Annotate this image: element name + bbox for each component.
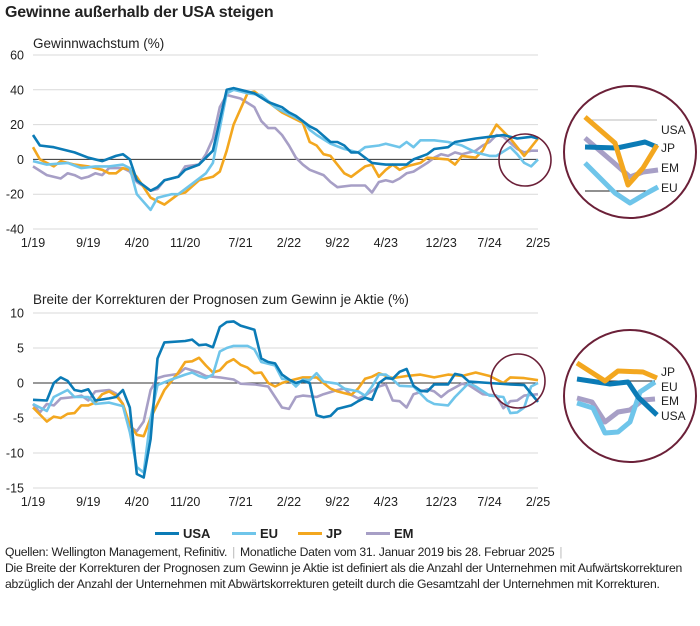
x-tick-label: 2/25 — [526, 495, 550, 509]
legend-swatch-usa — [155, 532, 179, 535]
y-tick-label: -20 — [6, 188, 24, 202]
inset-line-usa — [576, 376, 659, 417]
inset-line-em — [583, 136, 659, 180]
legend-item-usa: USA — [155, 526, 210, 541]
x-tick-label: 12/23 — [426, 236, 457, 250]
legend: USA EU JP EM — [0, 526, 700, 542]
legend-item-jp: JP — [298, 526, 342, 541]
inset-line-usa — [584, 139, 658, 151]
separator: | — [559, 545, 563, 559]
x-tick-label: 1/19 — [21, 236, 45, 250]
footnote-sources: Quellen: Wellington Management, Refiniti… — [5, 545, 228, 559]
inset-label: JP — [661, 365, 675, 379]
chart-1: Gewinnwachstum (%) 60 40 20 0 -20 -401/19 9/19 4… — [6, 36, 697, 250]
y-tick-label: -15 — [6, 482, 24, 496]
x-tick-label: 1/19 — [21, 495, 45, 509]
series-line-jp — [31, 90, 540, 206]
x-tick-label: 4/23 — [374, 495, 398, 509]
x-tick-label: 4/23 — [374, 236, 398, 250]
highlight-circle — [490, 353, 546, 409]
legend-item-em: EM — [366, 526, 414, 541]
x-tick-label: 2/25 — [526, 236, 550, 250]
legend-label: EM — [394, 526, 414, 541]
series-line-usa — [32, 320, 540, 479]
x-tick-label: 11/20 — [170, 236, 200, 250]
x-tick-label: 12/23 — [426, 495, 457, 509]
x-tick-label: 2/22 — [277, 495, 301, 509]
inset-line-eu — [583, 161, 660, 206]
footnote: Quellen: Wellington Management, Refiniti… — [5, 544, 697, 592]
x-tick-label: 11/20 — [170, 495, 200, 509]
series-line-jp — [32, 356, 539, 438]
footnote-period: Monatliche Daten vom 31. Januar 2019 bis… — [240, 545, 555, 559]
series-line-em — [32, 93, 538, 194]
inset-label: USA — [661, 409, 686, 423]
chart-title: Gewinne außerhalb der USA steigen — [5, 4, 274, 21]
chart-2: Breite der Korrekturen der Prognosen zum… — [6, 292, 697, 509]
inset-line-jp — [583, 115, 660, 188]
x-tick-label: 4/20 — [125, 495, 149, 509]
legend-item-eu: EU — [232, 526, 278, 541]
x-tick-label: 9/22 — [325, 495, 349, 509]
inset-label: EU — [661, 181, 678, 195]
chart-subtitle: Gewinnwachstum (%) — [33, 36, 164, 51]
x-tick-label: 7/21 — [228, 236, 252, 250]
x-tick-label: 9/22 — [325, 236, 349, 250]
y-tick-label: 20 — [10, 118, 24, 132]
legend-swatch-jp — [298, 532, 322, 535]
series-line-em — [31, 366, 539, 433]
legend-swatch-em — [366, 532, 390, 535]
footnote-definition: Die Breite der Korrekturen der Prognosen… — [5, 561, 682, 591]
inset-circle — [563, 85, 697, 219]
y-tick-label: 40 — [10, 83, 24, 97]
y-tick-label: 10 — [10, 307, 24, 321]
legend-label: JP — [326, 526, 342, 541]
x-tick-label: 7/24 — [477, 236, 501, 250]
legend-label: USA — [183, 526, 211, 541]
legend-label: EU — [260, 526, 279, 541]
inset-label: USA — [661, 123, 686, 137]
inset-circle — [563, 329, 697, 463]
highlight-circle — [498, 133, 552, 187]
x-tick-label: 9/19 — [76, 495, 100, 509]
y-tick-label: 5 — [17, 342, 24, 356]
y-tick-label: -40 — [6, 223, 24, 237]
series-line-usa — [31, 86, 539, 192]
legend-swatch-eu — [232, 532, 256, 535]
x-tick-label: 7/21 — [228, 495, 252, 509]
separator: | — [232, 545, 236, 559]
y-tick-label: 0 — [17, 153, 24, 167]
x-tick-label: 2/22 — [277, 236, 301, 250]
inset-label: EM — [661, 161, 679, 175]
inset-label: EU — [661, 380, 678, 394]
chart-subtitle: Breite der Korrekturen der Prognosen zum… — [33, 292, 409, 307]
inset-label: JP — [661, 141, 675, 155]
x-tick-label: 9/19 — [76, 236, 100, 250]
x-tick-label: 7/24 — [477, 495, 501, 509]
inset-line-jp — [575, 360, 658, 384]
inset-zoom: USA JP EM EU — [563, 85, 697, 219]
series-line-eu — [32, 88, 539, 212]
y-tick-label: -5 — [13, 412, 24, 426]
y-tick-label: 60 — [10, 49, 24, 63]
x-tick-label: 4/20 — [125, 236, 149, 250]
inset-label: EM — [661, 394, 679, 408]
y-tick-label: -10 — [6, 447, 24, 461]
inset-line-eu — [576, 379, 657, 436]
y-tick-label: 0 — [17, 377, 24, 391]
